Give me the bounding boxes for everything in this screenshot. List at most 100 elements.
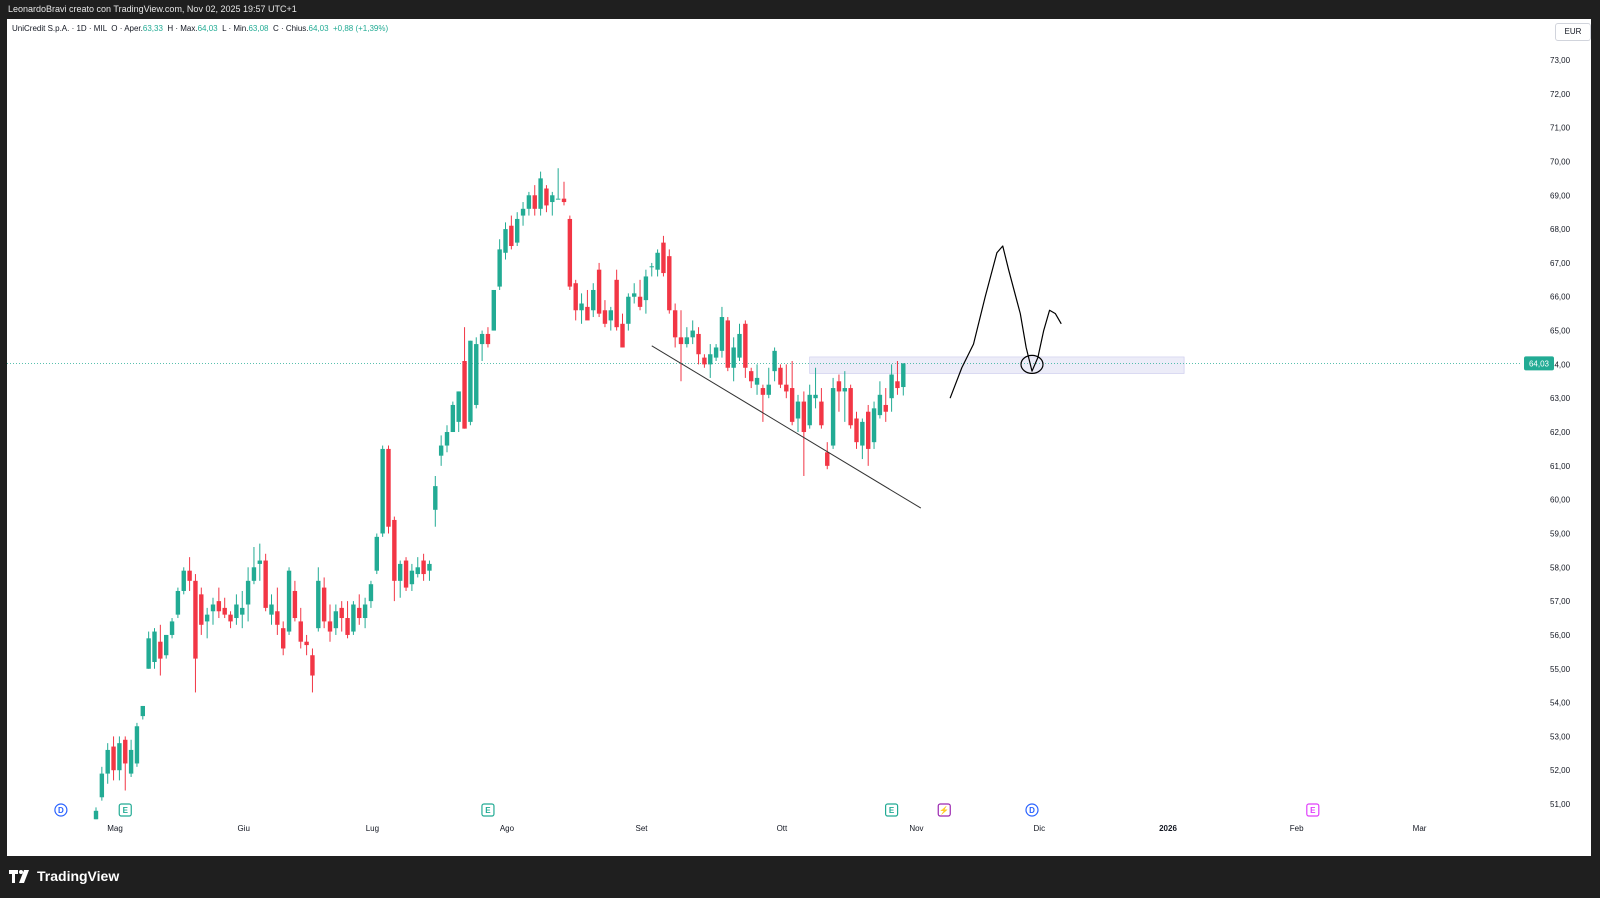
candle-body <box>708 354 713 365</box>
event-marker[interactable]: E <box>118 803 132 817</box>
candle <box>848 384 853 429</box>
candle <box>866 404 871 466</box>
candle <box>304 634 309 656</box>
event-marker[interactable]: D <box>54 803 68 817</box>
candle <box>456 391 461 433</box>
legend-high-value: 64,03 <box>197 24 218 33</box>
earnings-marker-icon[interactable] <box>1306 803 1320 817</box>
candle-body <box>532 195 537 209</box>
candle-body <box>357 607 362 619</box>
candle-body <box>158 641 163 659</box>
candle <box>427 560 432 581</box>
candle <box>889 364 894 412</box>
candle <box>263 553 268 612</box>
earnings-marker-icon[interactable] <box>884 803 899 817</box>
candle-body <box>596 269 602 314</box>
currency-button[interactable]: EUR <box>1555 23 1591 41</box>
candle <box>257 543 262 581</box>
legend-close-value: 64,03 <box>308 24 329 33</box>
x-tick-label: Ago <box>500 824 515 833</box>
candle-body <box>731 347 736 368</box>
candle <box>520 202 526 226</box>
chart-panel[interactable]: D E E E ⚡ D E 51,00 52,00 53,00 54,00 55,00 56,00 57… <box>7 19 1591 856</box>
candle-body <box>479 333 485 345</box>
last-price-label: 64,03 <box>1529 359 1550 368</box>
candle <box>193 574 198 693</box>
candle <box>690 320 695 345</box>
price-chart[interactable]: D E E E ⚡ D E 51,00 52,00 53,00 54,00 55,00 56,00 57… <box>7 19 1591 856</box>
candle <box>649 262 654 277</box>
candle <box>743 320 748 378</box>
candle <box>637 279 643 311</box>
x-tick-label: Mar <box>1413 824 1427 833</box>
candle-body <box>789 388 795 422</box>
candle-body <box>883 404 888 412</box>
candle <box>216 587 222 619</box>
event-marker[interactable]: E <box>884 803 899 817</box>
candle-body <box>292 590 298 619</box>
candle-body <box>526 195 532 209</box>
candle-body <box>164 634 169 656</box>
candle <box>169 618 175 639</box>
candle <box>532 185 537 216</box>
candle <box>450 401 456 433</box>
y-tick-label: 59,00 <box>1550 529 1571 538</box>
x-tick-label: Set <box>635 824 648 833</box>
candle-body <box>468 340 473 422</box>
tradingview-logo[interactable]: TradingView <box>9 868 119 884</box>
candle-body <box>661 242 666 274</box>
legend-low-value: 63,08 <box>248 24 269 33</box>
candle <box>509 215 514 250</box>
candle-body <box>585 306 590 321</box>
candle <box>754 364 760 395</box>
legend-symbol: UniCredit S.p.A. · 1D · MIL <box>12 24 107 33</box>
event-marker[interactable]: E <box>1306 803 1320 817</box>
candle <box>813 367 818 409</box>
candle-body <box>93 810 99 820</box>
candle <box>883 388 888 422</box>
candle-body <box>842 388 847 392</box>
candle <box>854 411 859 449</box>
candle-body <box>538 178 543 209</box>
event-marker[interactable]: ⚡ <box>937 803 951 817</box>
candle-body <box>240 607 245 615</box>
candle <box>398 560 403 598</box>
candle <box>561 181 567 206</box>
candle-body <box>152 631 157 662</box>
candle-body <box>257 560 262 564</box>
candle-body <box>321 587 327 622</box>
y-tick-label: 72,00 <box>1550 90 1571 99</box>
candle <box>134 722 140 767</box>
freehand-circle[interactable] <box>1020 354 1044 374</box>
candle-body <box>550 195 555 203</box>
candle <box>784 364 789 399</box>
candle-body <box>281 628 286 649</box>
candle <box>357 594 362 625</box>
earnings-marker-icon[interactable] <box>118 803 132 817</box>
candle <box>830 377 836 449</box>
event-marker[interactable]: E <box>481 803 495 817</box>
freehand-drawing[interactable] <box>949 245 1062 399</box>
candle-body <box>620 323 625 348</box>
candle <box>158 624 163 676</box>
candle-body <box>901 363 906 388</box>
candle <box>228 611 233 629</box>
candle <box>667 249 672 314</box>
earnings-marker-icon[interactable] <box>937 803 951 817</box>
candle-body <box>672 310 678 338</box>
candle <box>321 577 327 629</box>
legend-low-label: L · Min. <box>222 24 249 33</box>
candle <box>351 601 356 635</box>
candle-body <box>263 560 268 608</box>
candle <box>99 766 105 801</box>
earnings-marker-icon[interactable] <box>481 803 495 817</box>
dividend-marker-icon[interactable] <box>1025 803 1039 817</box>
candle <box>327 604 333 642</box>
candle <box>526 191 532 216</box>
dividend-marker-icon[interactable] <box>54 803 68 817</box>
trendline[interactable] <box>651 345 922 509</box>
candle <box>368 580 374 608</box>
support-zone[interactable] <box>809 356 1185 374</box>
event-marker[interactable]: D <box>1025 803 1039 817</box>
candle <box>386 445 391 534</box>
